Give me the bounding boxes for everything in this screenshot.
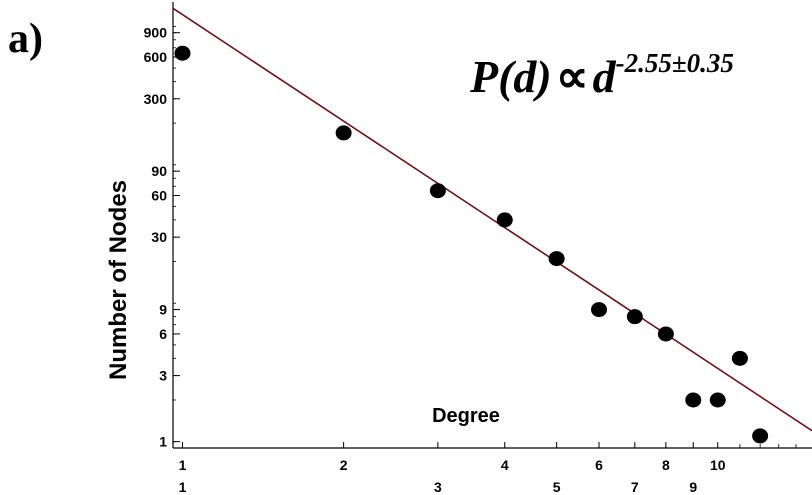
y-tick-label: 90: [151, 163, 167, 179]
y-tick-label: 6: [159, 326, 167, 342]
y-tick-label: 1: [159, 434, 167, 450]
y-tick-label: 300: [144, 91, 168, 107]
fit-line-group: [172, 7, 812, 432]
x-axis-label: Degree: [432, 405, 500, 427]
data-point: [591, 302, 607, 318]
formula-base: d: [593, 51, 617, 102]
y-tick-label: 60: [151, 188, 167, 204]
x-tick-label-lower: 9: [689, 479, 697, 495]
y-tick-label: 900: [144, 25, 168, 41]
y-tick-label: 3: [159, 368, 167, 384]
x-tick-label-lower: 1: [179, 479, 187, 495]
data-point: [548, 251, 565, 267]
y-tick-label: 600: [144, 49, 168, 65]
panel-label: a): [8, 16, 43, 62]
data-point: [709, 392, 726, 408]
y-tick-label: 30: [151, 229, 167, 245]
formula-exponent: -2.55±0.35: [616, 48, 734, 78]
x-tick-label-upper: 1: [179, 457, 187, 473]
data-point: [174, 45, 191, 61]
x-tick-label-upper: 4: [501, 457, 509, 473]
x-tick-label-upper: 6: [595, 457, 603, 473]
data-point: [752, 428, 769, 444]
x-tick-label-upper: 8: [662, 457, 670, 473]
fit-line: [172, 7, 812, 432]
data-point: [685, 392, 702, 408]
x-tick-label-upper: 10: [710, 457, 726, 473]
data-point: [731, 350, 748, 366]
y-tick-label: 9: [159, 302, 167, 318]
x-tick-label-lower: 5: [553, 479, 561, 495]
data-point: [429, 183, 446, 199]
data-point: [657, 326, 674, 342]
data-points: [174, 45, 769, 444]
power-law-formula: P(d)∝d-2.55±0.35: [469, 48, 734, 102]
y-axis-label: Number of Nodes: [105, 180, 132, 380]
formula-main: P(d): [469, 51, 552, 102]
x-tick-label-lower: 3: [434, 479, 442, 495]
x-tick-label-lower: 7: [631, 479, 639, 495]
formula-symbol: ∝: [556, 51, 589, 102]
data-point: [335, 125, 352, 141]
x-tick-label-upper: 2: [340, 457, 348, 473]
data-point: [626, 309, 643, 325]
data-point: [496, 212, 513, 228]
